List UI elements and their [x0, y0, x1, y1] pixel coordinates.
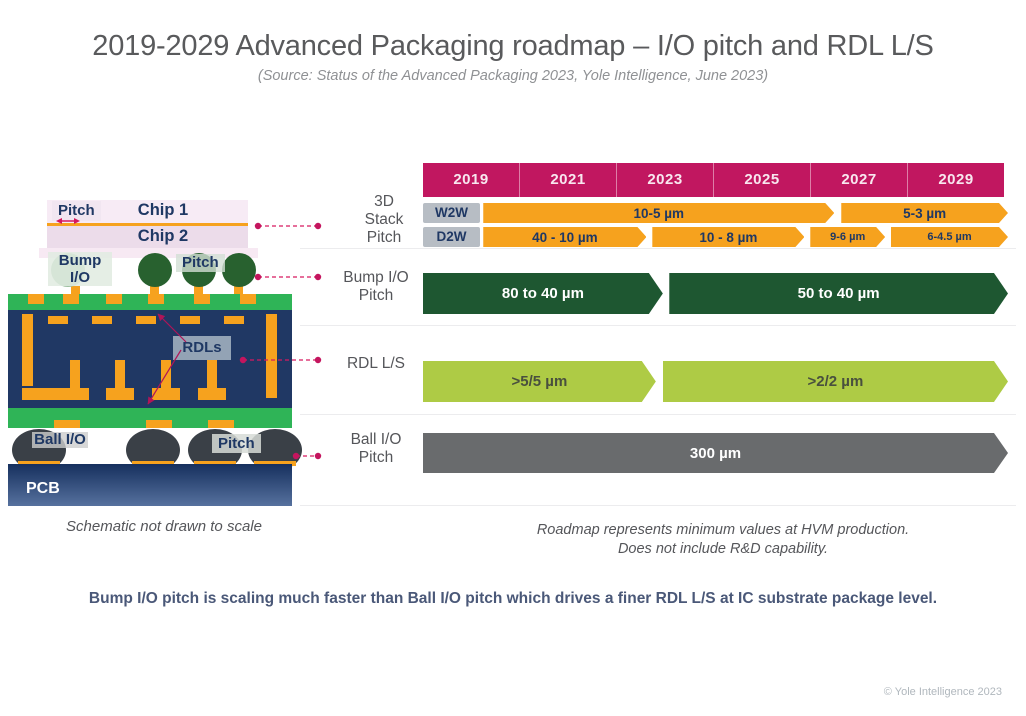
- year-cell: 2027: [811, 163, 908, 197]
- pad: [132, 461, 174, 466]
- pad: [61, 388, 89, 400]
- roadmap-arrow: 80 to 40 µm: [423, 273, 663, 314]
- page-title: 2019-2029 Advanced Packaging roadmap – I…: [92, 30, 934, 62]
- bump-stem: [234, 286, 243, 300]
- roadmap-arrow: 50 to 40 µm: [669, 273, 1008, 314]
- roadmap-arrow: 5-3 µm: [841, 203, 1008, 223]
- pad: [146, 420, 172, 428]
- trace: [136, 316, 156, 324]
- row-separator: [300, 325, 1016, 326]
- roadmap-arrow: 6-4.5 µm: [891, 227, 1008, 247]
- chip2-die: [47, 226, 248, 248]
- row-separator: [300, 505, 1016, 506]
- trace: [224, 316, 244, 324]
- bump-stem: [194, 286, 203, 300]
- pad: [106, 294, 122, 304]
- footnote-line2: Does not include R&D capability.: [617, 541, 829, 557]
- row-separator: [300, 248, 1016, 249]
- bond-line: [47, 223, 248, 226]
- bump-stem: [150, 286, 159, 300]
- pad: [106, 388, 134, 400]
- row-label-3d-stack-pitch: 3D Stack Pitch: [364, 193, 404, 246]
- lane-tag-d2w: D2W: [423, 227, 480, 247]
- year-cell: 2019: [423, 163, 520, 197]
- year-cell: 2023: [617, 163, 714, 197]
- bump-io-label: Bump I/O: [48, 252, 112, 286]
- roadmap-arrow: 40 - 10 µm: [483, 227, 646, 247]
- via: [70, 360, 80, 388]
- pad: [54, 420, 80, 428]
- pad: [152, 388, 180, 400]
- via: [22, 314, 33, 386]
- row-label-rdl-ls: RDL L/S: [346, 355, 405, 372]
- pad: [148, 294, 164, 304]
- roadmap-arrow: 10-5 µm: [483, 203, 834, 223]
- pad: [254, 461, 296, 466]
- roadmap-chart: 2019 2021 2023 2025 2027 2029 W2W 10-5 µm 5-3 µm…: [423, 163, 1018, 478]
- trace: [92, 316, 112, 324]
- lane-tag-w2w: W2W: [423, 203, 480, 223]
- pad: [208, 420, 234, 428]
- roadmap-footnote: Roadmap represents minimum values at HVM…: [430, 521, 1016, 559]
- pcb-label: PCB: [26, 480, 60, 497]
- year-header: 2019 2021 2023 2025 2027 2029: [423, 163, 1004, 197]
- roadmap-arrow: 9-6 µm: [810, 227, 885, 247]
- pitch-bump-label: Pitch: [176, 254, 225, 272]
- pad: [18, 461, 60, 466]
- year-cell: 2025: [714, 163, 811, 197]
- micro-bump: [222, 253, 256, 287]
- roadmap-arrow: >2/2 µm: [663, 361, 1008, 402]
- via: [115, 360, 125, 388]
- pitch-ball-label: Pitch: [212, 434, 261, 453]
- row-separator: [300, 414, 1016, 415]
- ball-io-label: Ball I/O: [32, 432, 88, 448]
- trace: [180, 316, 200, 324]
- pad: [240, 294, 256, 304]
- pcb-layer: [8, 464, 292, 506]
- pad: [198, 388, 226, 400]
- pad: [194, 294, 210, 304]
- rdls-label: RDLs: [173, 336, 231, 360]
- bump-stem: [71, 286, 80, 300]
- micro-bump: [138, 253, 172, 287]
- roadmap-arrow: 10 - 8 µm: [652, 227, 804, 247]
- pitch-top-label: Pitch: [52, 201, 101, 221]
- chip1-label: Chip 1: [137, 201, 189, 219]
- pad: [194, 461, 236, 466]
- via: [207, 360, 217, 388]
- via: [266, 314, 277, 398]
- via: [161, 360, 171, 388]
- row-label-ball-io-pitch: Ball I/O Pitch: [350, 431, 402, 466]
- row-label-bump-io-pitch: Bump I/O Pitch: [343, 269, 409, 304]
- roadmap-arrow: >5/5 µm: [423, 361, 656, 402]
- year-cell: 2029: [938, 171, 974, 188]
- page-subtitle: (Source: Status of the Advanced Packagin…: [257, 68, 769, 84]
- footnote-line1: Roadmap represents minimum values at HVM…: [536, 522, 910, 538]
- package-schematic: Pitch Chip 1 Chip 2 Bump I/O Pitch: [8, 198, 330, 510]
- pad: [28, 294, 44, 304]
- chip2-label: Chip 2: [137, 227, 189, 245]
- roadmap-arrow: 300 µm: [423, 433, 1008, 473]
- copyright-notice: © Yole Intelligence 2023: [883, 686, 1002, 698]
- pad: [63, 294, 79, 304]
- key-takeaway: Bump I/O pitch is scaling much faster th…: [88, 590, 938, 607]
- year-cell: 2021: [520, 163, 617, 197]
- schematic-note: Schematic not drawn to scale: [66, 518, 262, 535]
- trace: [48, 316, 68, 324]
- trace: [22, 388, 64, 400]
